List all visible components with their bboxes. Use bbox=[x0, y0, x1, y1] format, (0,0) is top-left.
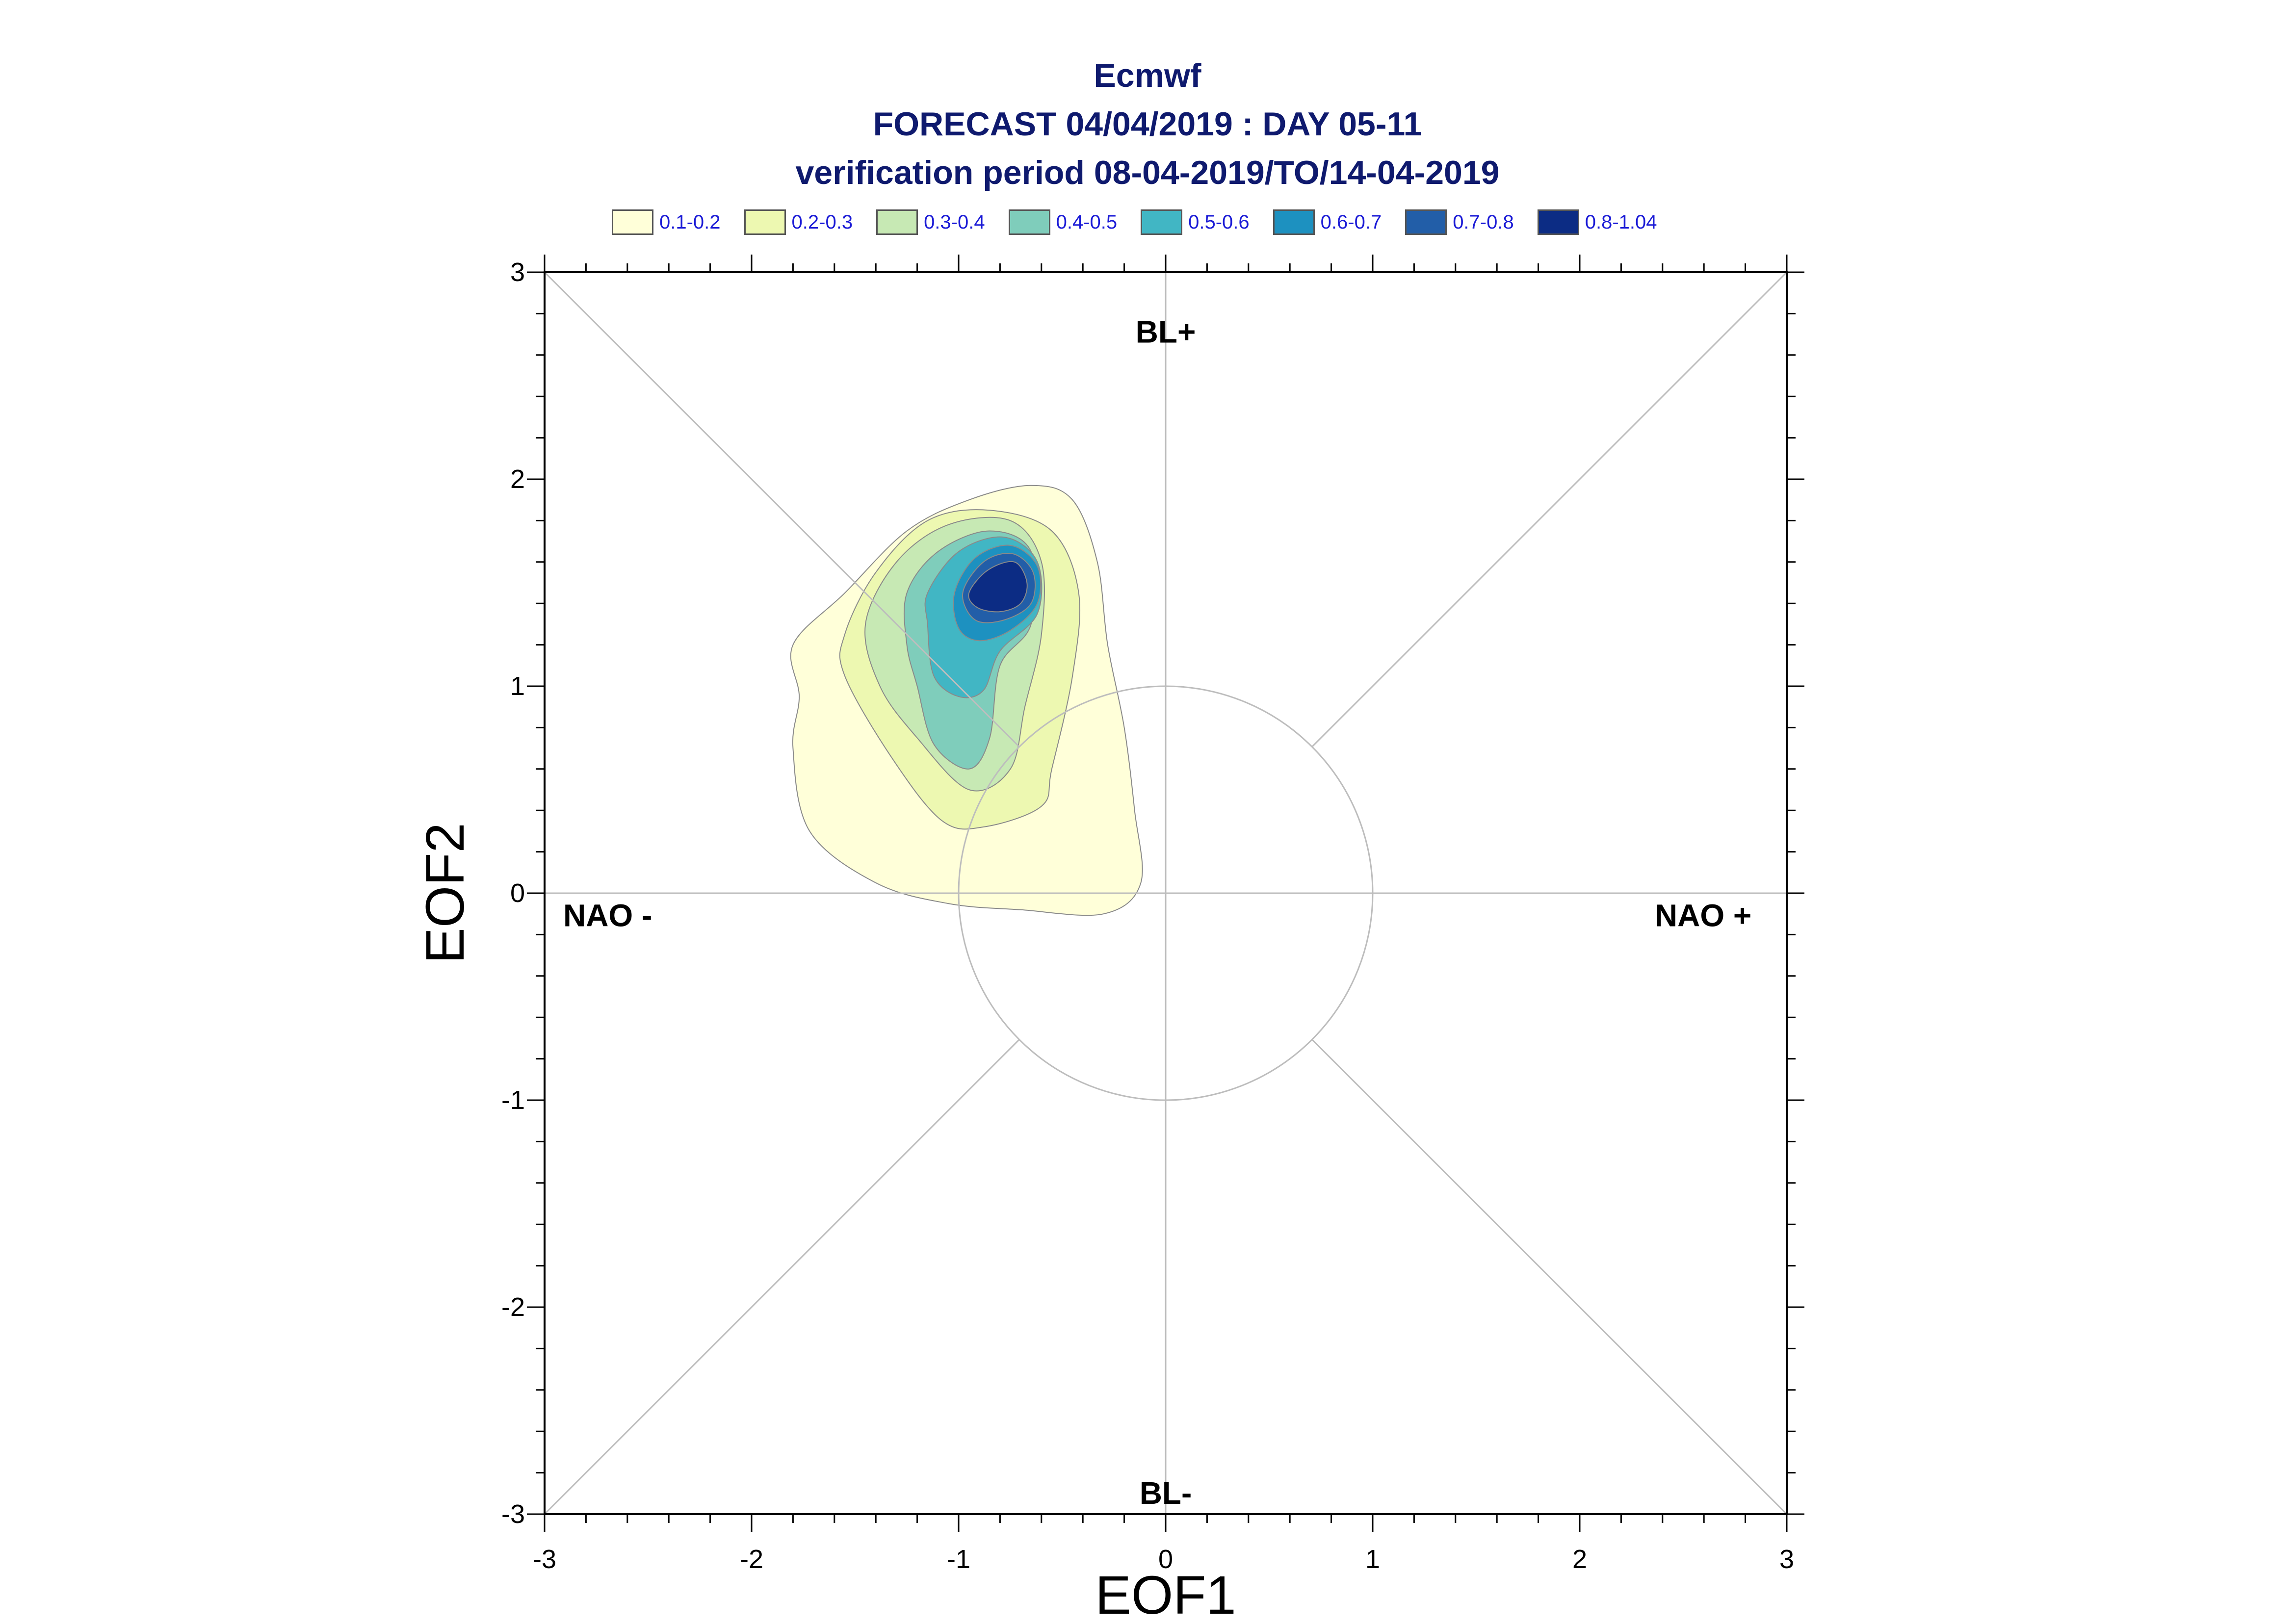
title-line-3: verification period 08-04-2019/TO/14-04-… bbox=[795, 154, 1500, 191]
x-tick-label: 3 bbox=[1779, 1545, 1794, 1574]
legend-swatch bbox=[612, 209, 653, 235]
diagonal-line-ne bbox=[1311, 271, 1788, 748]
density-contour-0.8-1.04 bbox=[968, 561, 1028, 613]
x-tick-label: -1 bbox=[947, 1545, 970, 1574]
guide-lines bbox=[544, 271, 1788, 1515]
regime-label-nao-plus: NAO + bbox=[1655, 898, 1751, 933]
legend-swatch bbox=[1141, 209, 1183, 235]
regime-label-bl-minus: BL- bbox=[1140, 1475, 1192, 1511]
legend-item: 0.1-0.2 bbox=[612, 209, 721, 235]
legend-swatch bbox=[876, 209, 918, 235]
legend: 0.1-0.2 0.2-0.3 0.3-0.4 0.4-0.5 0.5-0.6 0.6-0… bbox=[612, 207, 1681, 237]
legend-label: 0.2-0.3 bbox=[791, 211, 853, 233]
legend-item: 0.4-0.5 bbox=[1008, 209, 1118, 235]
legend-label: 0.1-0.2 bbox=[659, 211, 721, 233]
regime-label-bl-plus: BL+ bbox=[1136, 314, 1196, 349]
y-tick-label: 1 bbox=[510, 671, 525, 701]
density-contours bbox=[790, 485, 1143, 916]
legend-swatch bbox=[744, 209, 786, 235]
diagonal-line-se bbox=[1311, 1039, 1788, 1515]
legend-item: 0.3-0.4 bbox=[876, 209, 985, 235]
legend-item: 0.5-0.6 bbox=[1141, 209, 1250, 235]
x-tick-label: 0 bbox=[1158, 1545, 1173, 1574]
y-tick-label: -2 bbox=[501, 1292, 525, 1322]
title-line-2: FORECAST 04/04/2019 : DAY 05-11 bbox=[873, 105, 1422, 143]
legend-swatch bbox=[1008, 209, 1050, 235]
title-line-1: Ecmwf bbox=[1094, 57, 1201, 94]
y-tick-label: 2 bbox=[510, 464, 525, 494]
reference-circle bbox=[958, 685, 1374, 1101]
legend-label: 0.5-0.6 bbox=[1188, 211, 1250, 233]
legend-label: 0.4-0.5 bbox=[1056, 211, 1118, 233]
diagonal-line-nw bbox=[544, 271, 1020, 748]
y-axis-title: EOF2 bbox=[415, 823, 475, 963]
y-tick-label: -3 bbox=[501, 1499, 525, 1529]
legend-label: 0.8-1.04 bbox=[1585, 211, 1657, 233]
y-tick-label: 0 bbox=[510, 878, 525, 908]
x-tick-label: 1 bbox=[1365, 1545, 1380, 1574]
diagonal-line-sw bbox=[544, 1039, 1020, 1515]
x-tick-label: -3 bbox=[533, 1545, 556, 1574]
chart-title: Ecmwf FORECAST 04/04/2019 : DAY 05-11 ve… bbox=[0, 52, 2295, 197]
legend-item: 0.2-0.3 bbox=[744, 209, 853, 235]
legend-label: 0.7-0.8 bbox=[1453, 211, 1514, 233]
legend-item: 0.7-0.8 bbox=[1405, 209, 1514, 235]
x-tick-label: -2 bbox=[740, 1545, 763, 1574]
legend-item: 0.6-0.7 bbox=[1273, 209, 1382, 235]
x-axis-title: EOF1 bbox=[1095, 1565, 1236, 1624]
regime-label-nao-minus: NAO - bbox=[563, 898, 652, 933]
legend-swatch bbox=[1537, 209, 1579, 235]
legend-item: 0.8-1.04 bbox=[1537, 209, 1657, 235]
legend-swatch bbox=[1405, 209, 1447, 235]
y-tick-label: 3 bbox=[510, 258, 525, 287]
x-tick-label: 2 bbox=[1572, 1545, 1587, 1574]
legend-swatch bbox=[1273, 209, 1315, 235]
axis-ticks: -3 -2 -1 0 1 2 3 -3 -2 -1 0 1 2 3 bbox=[501, 255, 1804, 1574]
legend-label: 0.3-0.4 bbox=[924, 211, 985, 233]
y-tick-label: -1 bbox=[501, 1085, 525, 1115]
regime-labels: BL+ BL- NAO - NAO + bbox=[563, 314, 1751, 1510]
legend-label: 0.6-0.7 bbox=[1320, 211, 1382, 233]
